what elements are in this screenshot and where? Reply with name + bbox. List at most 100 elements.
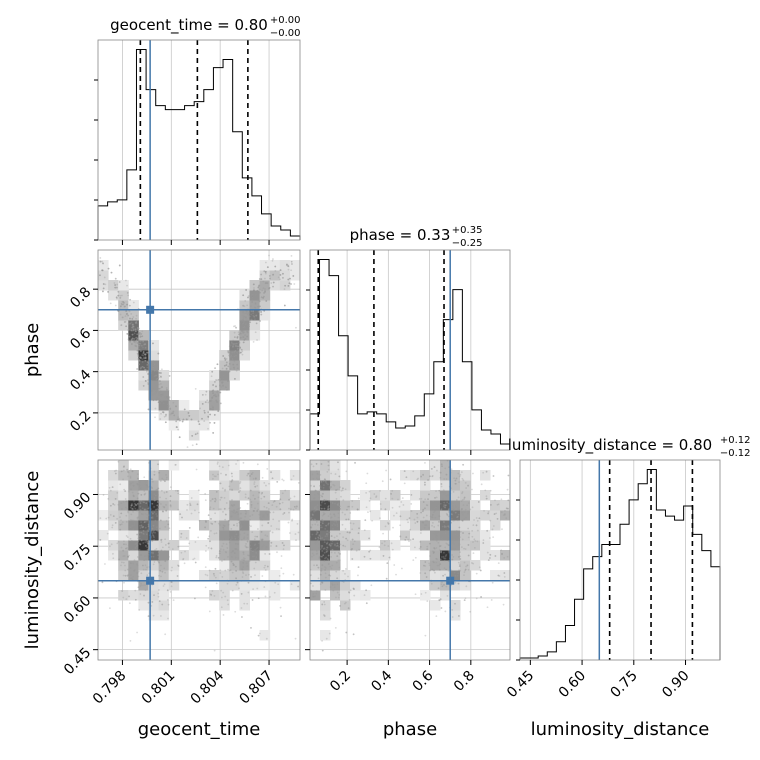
sample-point [447, 525, 449, 528]
sample-point [139, 336, 142, 338]
sample-point [209, 407, 212, 410]
sample-point [166, 395, 169, 398]
sample-point [176, 490, 179, 492]
sample-point [137, 353, 140, 356]
sample-point [201, 417, 203, 420]
density-bin [450, 560, 461, 571]
density-bin [209, 500, 220, 511]
sample-point [239, 351, 242, 354]
sample-point [257, 438, 259, 440]
sample-point [179, 419, 181, 422]
sample-point [227, 380, 229, 383]
sample-point [164, 421, 167, 424]
sample-point [337, 539, 340, 542]
sample-point [144, 346, 147, 349]
sample-point [455, 477, 458, 480]
density-bin [158, 560, 170, 571]
density-bin [209, 570, 220, 581]
sample-point [264, 291, 266, 294]
sample-point [225, 473, 227, 476]
sample-point [140, 366, 143, 369]
sample-point [439, 558, 442, 561]
sample-point [239, 512, 242, 515]
sample-point [347, 591, 350, 593]
sample-point [472, 552, 475, 555]
sample-point [144, 564, 147, 567]
sample-point [131, 323, 134, 326]
sample-point [436, 531, 439, 534]
sample-point [235, 577, 238, 580]
density-bin [410, 490, 421, 501]
sample-point [131, 548, 134, 551]
sample-point [439, 471, 442, 474]
sample-point [155, 390, 158, 393]
sample-point [153, 473, 156, 476]
sample-point [260, 278, 263, 281]
sample-point [159, 390, 162, 393]
sample-point [153, 369, 156, 372]
sample-point [287, 284, 290, 287]
sample-point [118, 558, 121, 561]
sample-point [159, 519, 162, 522]
sample-point [246, 502, 249, 505]
sample-point [133, 559, 136, 562]
sample-point [258, 288, 261, 290]
sample-point [179, 419, 181, 422]
sample-point [130, 504, 133, 507]
sample-point [317, 566, 320, 569]
sample-point [188, 542, 191, 545]
sample-point [131, 333, 134, 336]
sample-point [235, 342, 238, 345]
sample-point [102, 283, 105, 285]
sample-point [213, 414, 216, 416]
sample-point [130, 525, 133, 528]
density-bin [490, 570, 501, 581]
density-bin [430, 500, 441, 511]
sample-point [132, 325, 135, 328]
sample-point [136, 516, 139, 519]
sample-point [153, 473, 156, 476]
sample-point [316, 539, 319, 542]
sample-point [142, 501, 144, 503]
density-bin [108, 500, 119, 511]
sample-point [230, 428, 232, 430]
sample-point [228, 507, 231, 510]
sample-point [227, 568, 229, 571]
sample-point [150, 478, 153, 481]
sample-point [189, 504, 192, 507]
sample-point [321, 545, 324, 547]
sample-point [135, 336, 138, 339]
sample-point [214, 567, 217, 570]
sample-point [238, 491, 240, 493]
sample-point [437, 504, 440, 507]
density-bin [138, 520, 149, 531]
sample-point [507, 507, 509, 510]
sample-point [181, 420, 184, 423]
sample-point [157, 352, 160, 355]
sample-point [234, 537, 237, 540]
sample-point [143, 521, 146, 524]
sample-point [114, 286, 117, 289]
sample-point [451, 517, 453, 520]
density-bin [289, 260, 300, 271]
sample-point [130, 329, 133, 332]
density-bin [430, 560, 441, 571]
sample-point [266, 565, 269, 568]
sample-point [120, 470, 123, 473]
sample-point [204, 586, 207, 589]
sample-point [337, 512, 340, 515]
sample-point [310, 589, 312, 592]
sample-point [382, 532, 384, 535]
sample-point [125, 506, 127, 509]
sample-point [234, 377, 236, 380]
sample-point [116, 283, 119, 286]
sample-point [147, 382, 150, 384]
sample-point [161, 386, 163, 388]
sample-point [492, 525, 495, 527]
sample-point [302, 425, 304, 427]
sample-point [130, 338, 133, 341]
sample-point [138, 339, 141, 342]
sample-point [506, 555, 509, 558]
sample-point [172, 410, 175, 413]
sample-point [242, 326, 245, 329]
